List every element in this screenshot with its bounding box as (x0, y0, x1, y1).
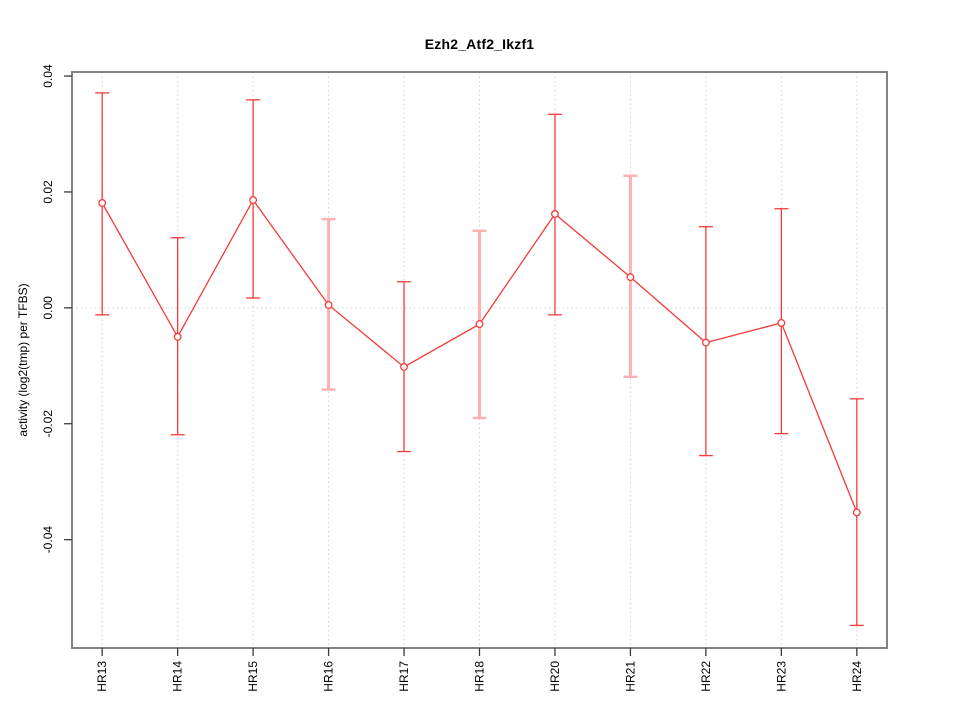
data-point (701, 338, 710, 347)
y-tick-label: 0.04 (41, 64, 55, 88)
data-point (626, 273, 635, 282)
x-tick-label: HR22 (699, 661, 713, 692)
x-tick-label: HR16 (322, 661, 336, 692)
x-tick-label: HR18 (473, 661, 487, 692)
x-tick-label: HR20 (548, 661, 562, 692)
x-tick-label: HR21 (623, 661, 637, 692)
x-tick-label: HR14 (171, 661, 185, 692)
data-point (249, 196, 258, 205)
y-axis-title: activity (log2(tmp) per TFBS) (16, 283, 30, 437)
x-tick-label: HR24 (850, 661, 864, 692)
y-tick-label: -0.02 (41, 410, 55, 438)
chart-title: Ezh2_Atf2_Ikzf1 (424, 36, 535, 52)
x-tick-label: HR13 (95, 661, 109, 692)
y-tick-label: 0.02 (41, 180, 55, 204)
y-tick-label: 0.00 (41, 296, 55, 320)
data-point (551, 210, 559, 218)
data-point (98, 199, 107, 207)
data-point (475, 320, 484, 329)
y-tick-label: -0.04 (41, 526, 55, 554)
x-tick-label: HR15 (246, 661, 260, 692)
data-point (852, 508, 861, 517)
data-point (324, 300, 333, 309)
x-tick-label: HR17 (397, 661, 411, 692)
data-point (777, 318, 786, 327)
data-point (173, 332, 182, 341)
data-point (400, 363, 408, 371)
x-tick-label: HR23 (774, 661, 788, 692)
